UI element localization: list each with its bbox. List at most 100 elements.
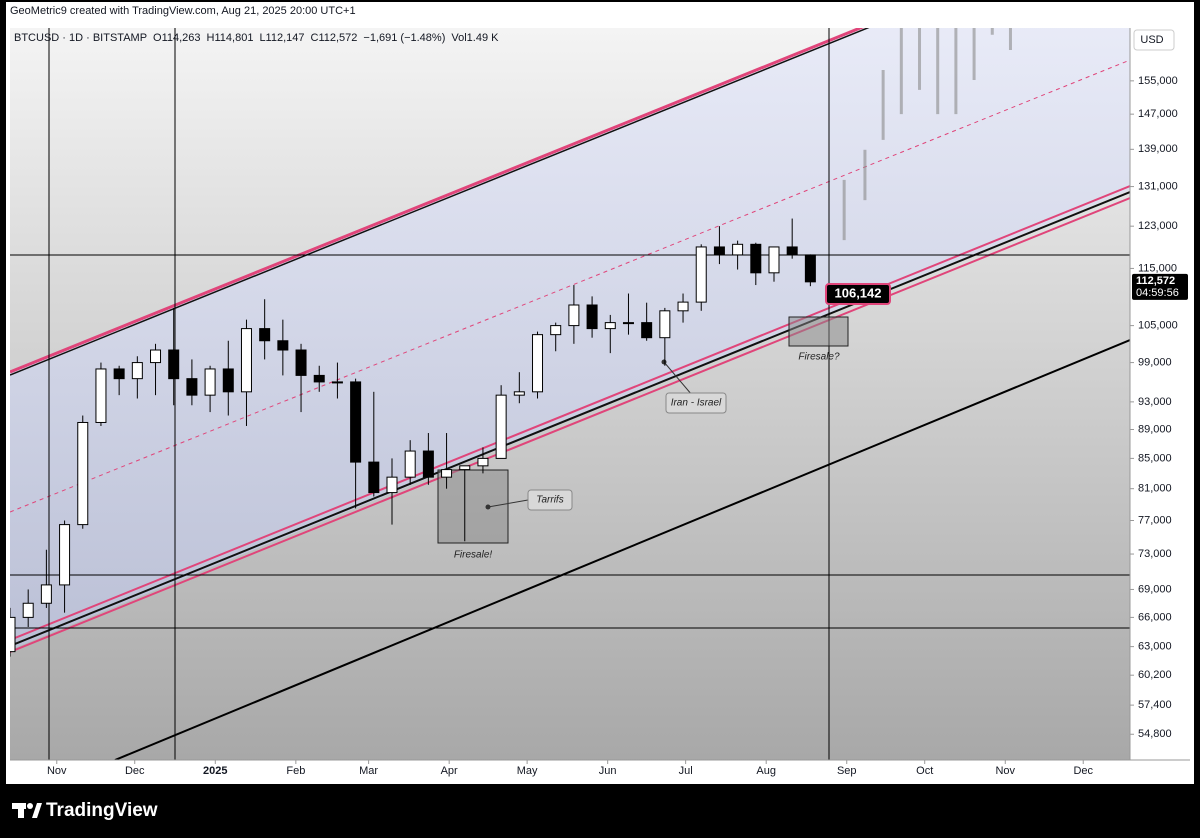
channel-top	[10, 28, 865, 374]
last-price-box	[1132, 273, 1188, 300]
y-tick-label: 77,000	[1138, 514, 1172, 526]
zone-box	[788, 316, 849, 347]
annotation: Firesale!	[454, 550, 493, 561]
candle-body	[259, 328, 271, 342]
currency-button[interactable]	[1133, 29, 1175, 51]
y-tick-label: 89,000	[1138, 423, 1172, 435]
annotation: Iran - Israel	[671, 398, 722, 409]
candle-body	[40, 584, 52, 604]
x-tick-label: Nov	[995, 765, 1015, 777]
y-tick-label: 69,000	[1138, 583, 1172, 595]
change: −1,691 (−1.48%)	[363, 32, 445, 44]
y-tick-label: 60,200	[1138, 669, 1172, 681]
logo	[27, 803, 33, 809]
ohlc: H114,801	[207, 32, 254, 44]
x-tick-label: Jul	[679, 765, 693, 777]
candle-body	[604, 322, 616, 330]
candle-body	[313, 374, 325, 383]
y-tick-label: 115,000	[1138, 262, 1177, 274]
ohlc: L112,147	[259, 32, 304, 44]
x-tick-label: May	[517, 765, 538, 777]
candle-body	[95, 368, 107, 423]
x-tick-label: Oct	[916, 765, 933, 777]
x-tick-label: Sep	[837, 765, 857, 777]
currency[interactable]: USD	[1140, 34, 1163, 46]
axes: 155,000 147,000 139,000 131,000 123,000 115,0…	[47, 75, 1188, 777]
candle-body	[331, 381, 343, 384]
y-tick-label: 147,000	[1138, 108, 1178, 120]
candle-body	[131, 362, 143, 380]
channel-bottom	[10, 197, 1130, 653]
candle-body	[532, 334, 544, 393]
annotation: Firesale?	[798, 352, 840, 363]
y-tick-label: 99,000	[1138, 356, 1172, 368]
annotation: Tarrifs	[536, 495, 563, 506]
candle-body	[222, 368, 234, 393]
candle-body	[695, 246, 707, 303]
legend: BTCUSD · 1D · BITSTAMP O114,263 H114,801 L1…	[14, 32, 499, 44]
y-tick-label: 85,000	[1138, 452, 1172, 464]
candle-body	[495, 394, 507, 459]
drawings	[10, 28, 1130, 760]
y-tick-label: 73,000	[1138, 548, 1172, 560]
candle-body	[732, 243, 744, 256]
candle-body	[404, 450, 416, 478]
candle-body	[459, 465, 471, 471]
x-tick-label: Dec	[125, 765, 145, 777]
volume: Vol1.49 K	[451, 32, 499, 44]
brand-name: TradingView	[46, 800, 158, 821]
candle-body	[277, 340, 289, 351]
y-tick-label: 131,000	[1138, 180, 1178, 192]
x-tick-label: Nov	[47, 765, 67, 777]
logo	[32, 803, 42, 818]
price-series	[10, 28, 1012, 657]
candle-body	[77, 421, 89, 526]
y-tick-label: 81,000	[1138, 483, 1172, 495]
candle-body	[804, 254, 816, 283]
candle-body	[422, 450, 434, 478]
candle-body	[113, 368, 125, 380]
candle-body	[659, 310, 671, 339]
candle-body	[713, 246, 725, 256]
y-tick-label: 57,400	[1138, 699, 1172, 711]
candle-body	[786, 246, 798, 256]
candle-body	[186, 378, 198, 396]
y-tick-label: 54,800	[1138, 728, 1172, 740]
credit: GeoMetric9 created with TradingView.com,…	[10, 5, 356, 17]
candle-body	[586, 304, 598, 330]
candle-body	[550, 325, 562, 336]
callout-box	[665, 392, 727, 414]
candle-body	[622, 322, 634, 325]
countdown: 04:59:56	[1136, 287, 1179, 299]
x-tick-label: Feb	[286, 765, 305, 777]
channel-mid	[10, 59, 1130, 513]
candle-body	[150, 349, 162, 364]
candle-body	[641, 322, 653, 339]
candle-body	[350, 381, 362, 463]
x-tick-label: Apr	[441, 765, 458, 777]
y-tick-label: 123,000	[1138, 220, 1178, 232]
candle-body	[768, 246, 780, 274]
candle-body	[386, 476, 398, 494]
candle-body	[22, 602, 34, 618]
ohlc: C112,572	[311, 32, 358, 44]
support-line	[114, 339, 1130, 760]
x-tick-label: Aug	[756, 765, 776, 777]
candle-body	[368, 461, 380, 494]
y-tick-label: 155,000	[1138, 75, 1178, 87]
logo	[18, 803, 24, 818]
channel-bottom	[10, 185, 1130, 641]
candle-body	[513, 391, 525, 396]
callout-box	[527, 489, 573, 511]
brand: TradingView	[12, 800, 158, 821]
channel-top	[10, 28, 870, 376]
y-tick-label: 139,000	[1138, 143, 1178, 155]
candle-body	[204, 368, 216, 396]
candle-body	[677, 301, 689, 312]
candle-body	[750, 243, 762, 274]
candle-body	[295, 349, 307, 376]
x-tick-label: Jun	[599, 765, 617, 777]
candle-body	[441, 469, 453, 478]
candle-body	[240, 328, 252, 393]
